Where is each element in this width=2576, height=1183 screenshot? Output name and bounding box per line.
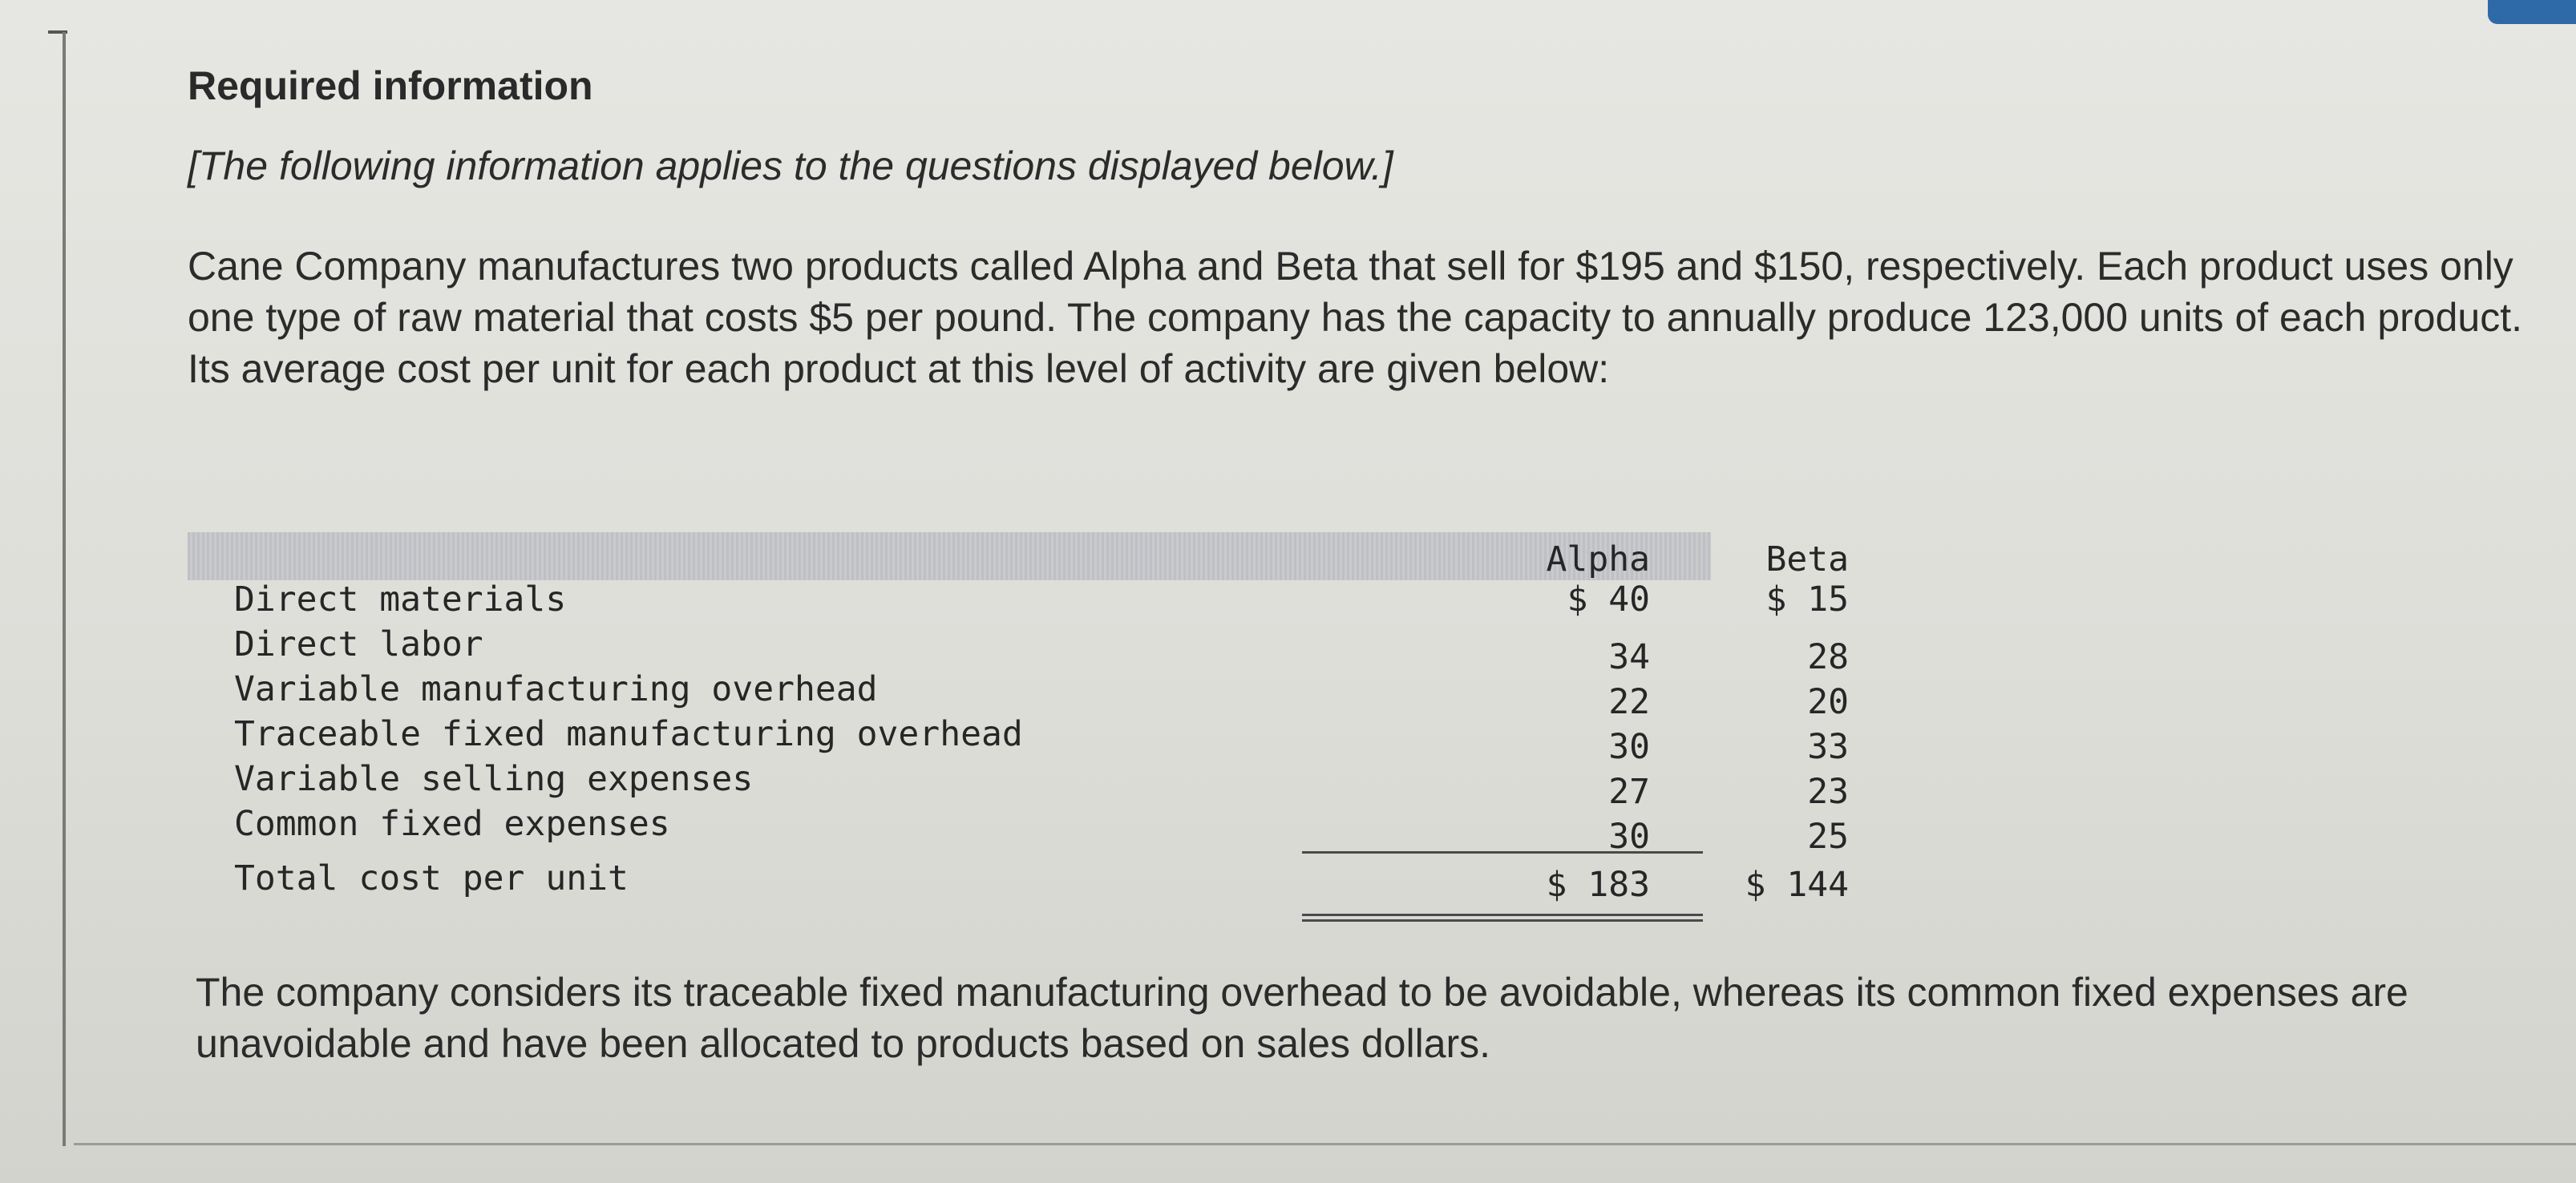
table-row: Common fixed expenses 30 25 [188,801,1871,857]
question-content: Required information [The following info… [188,55,2545,394]
column-header-alpha: Alpha [1546,539,1650,579]
required-information-heading: Required information [188,63,593,108]
beta-value: 23 [1807,772,1849,812]
row-label: Variable manufacturing overhead [234,669,878,709]
table-header-bar [188,532,1711,580]
intro-note: [The following information applies to th… [188,143,1393,188]
total-double-rule [1302,914,1703,922]
table-row: Variable selling expenses 27 23 [188,757,1871,812]
beta-value: $ 15 [1765,579,1849,620]
alpha-total: $ 183 [1546,865,1650,905]
beta-value: 20 [1807,682,1849,722]
total-label: Total cost per unit [234,858,629,898]
subtotal-rule [1302,851,1703,854]
beta-total: $ 144 [1745,865,1849,905]
table-row: Traceable fixed manufacturing overhead 3… [188,712,1871,767]
corner-tab [2488,0,2576,24]
alpha-value: 30 [1608,817,1650,857]
footer-note: The company considers its traceable fixe… [196,970,2408,1066]
beta-value: 28 [1807,637,1849,677]
alpha-value: 34 [1608,637,1650,677]
alpha-value: 30 [1608,727,1650,767]
row-label: Direct labor [234,624,483,664]
problem-description: Cane Company manufactures two products c… [188,244,2523,391]
bottom-border-rule [74,1143,2576,1145]
table-row-total: Total cost per unit $ 183 $ 144 [188,856,1871,905]
alpha-value: 27 [1608,772,1650,812]
table-row: Variable manufacturing overhead 22 20 [188,667,1871,722]
column-header-beta: Beta [1765,539,1849,579]
row-label: Direct materials [234,579,567,620]
row-label: Variable selling expenses [234,759,754,799]
alpha-value: $ 40 [1567,579,1650,620]
alpha-value: 22 [1608,682,1650,722]
table-row: Direct materials $ 40 $ 15 [188,577,1871,622]
left-border-rule [63,32,66,1146]
beta-value: 25 [1807,817,1849,857]
row-label: Traceable fixed manufacturing overhead [234,714,1023,754]
top-tick-mark [48,30,67,34]
row-label: Common fixed expenses [234,804,670,844]
beta-value: 33 [1807,727,1849,767]
table-row: Direct labor 34 28 [188,622,1871,677]
